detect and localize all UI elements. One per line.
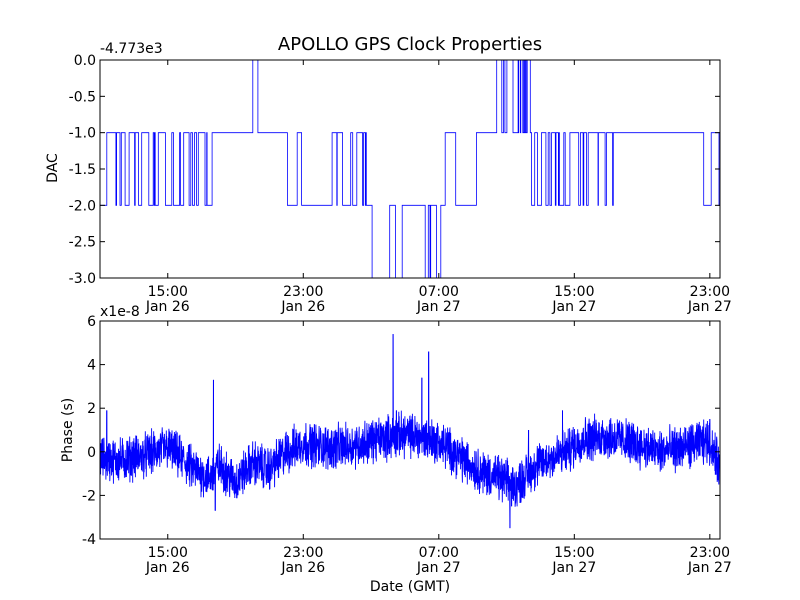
phase-xtick-date: Jan 27 (551, 560, 596, 576)
dac-xtick-time: 15:00 (554, 284, 594, 300)
dac-xtick-date: Jan 27 (687, 299, 732, 315)
phase-ytick-label: 6 (87, 314, 96, 330)
dac-y-ticks: 0.0 -0.5 -1.0 -1.5 -2.0 -2.5 -3.0 (69, 53, 720, 287)
phase-xtick-time: 15:00 (148, 545, 188, 561)
dac-panel: APOLLO GPS Clock Properties -4.773e3 DAC… (45, 34, 732, 315)
dac-ytick-label: -3.0 (69, 271, 96, 287)
dac-y-axis-label: DAC (45, 153, 61, 183)
phase-xtick-time: 07:00 (419, 545, 459, 561)
phase-ytick-label: -2 (82, 488, 96, 504)
phase-ytick-label: 2 (87, 401, 96, 417)
phase-series-line (99, 334, 721, 529)
phase-offset-label: x1e-8 (100, 304, 140, 320)
dac-xtick-date: Jan 27 (551, 299, 596, 315)
dac-xtick-time: 07:00 (419, 284, 459, 300)
phase-y-axis-label: Phase (s) (60, 398, 76, 462)
dac-xtick-date: Jan 27 (416, 299, 461, 315)
dac-series-group (100, 59, 720, 279)
phase-xtick-time: 15:00 (554, 545, 594, 561)
phase-x-axis-label: Date (GMT) (370, 579, 450, 595)
phase-xtick-date: Jan 27 (416, 560, 461, 576)
dac-ytick-label: -1.0 (69, 126, 96, 142)
dac-ytick-label: -2.0 (69, 198, 96, 214)
dac-offset-label: -4.773e3 (100, 41, 163, 57)
dac-xtick-time: 15:00 (148, 284, 188, 300)
phase-panel: x1e-8 Phase (s) Date (GMT) 6 4 2 0 -2 -4 15:0… (60, 304, 732, 595)
dac-xtick-time: 23:00 (690, 284, 730, 300)
dac-xtick-date: Jan 26 (145, 299, 190, 315)
dac-ytick-label: -2.5 (69, 235, 96, 251)
phase-plot-frame (99, 320, 721, 540)
dac-xtick-date: Jan 26 (280, 299, 325, 315)
phase-xtick-date: Jan 27 (687, 560, 732, 576)
phase-xtick-time: 23:00 (283, 545, 323, 561)
phase-xtick-date: Jan 26 (145, 560, 190, 576)
phase-ytick-label: 4 (87, 358, 96, 374)
dac-ytick-label: 0.0 (74, 53, 96, 69)
chart-title: APOLLO GPS Clock Properties (278, 34, 542, 55)
phase-ytick-label: -4 (82, 532, 96, 548)
phase-xtick-date: Jan 26 (280, 560, 325, 576)
dac-plot-frame (99, 59, 721, 279)
phase-series-group (99, 334, 721, 529)
dac-xtick-time: 23:00 (283, 284, 323, 300)
dac-series-line (100, 59, 720, 279)
dac-ytick-label: -0.5 (69, 89, 96, 105)
dac-ytick-label: -1.5 (69, 162, 96, 178)
phase-ytick-label: 0 (87, 445, 96, 461)
phase-xtick-time: 23:00 (690, 545, 730, 561)
